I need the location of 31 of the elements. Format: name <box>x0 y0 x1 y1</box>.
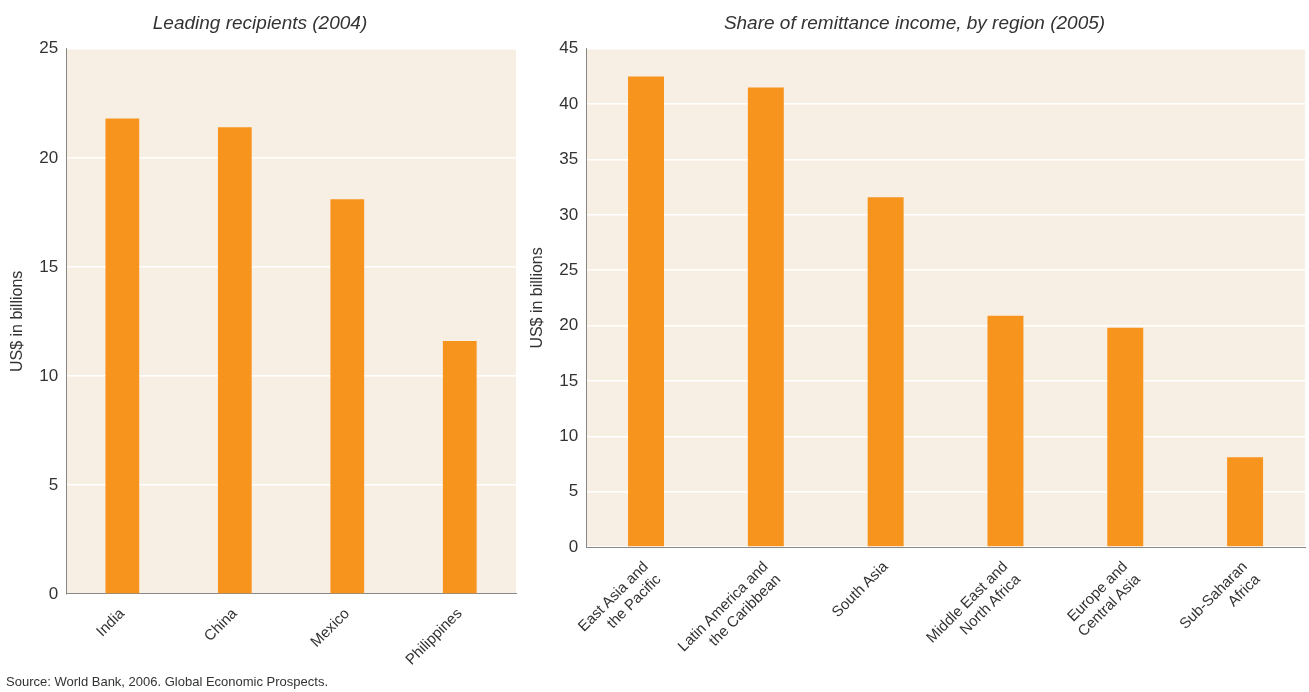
source-note: Source: World Bank, 2006. Global Economic Prospects. <box>6 674 329 689</box>
bar <box>217 127 252 594</box>
y-axis-title: US$ in billions <box>528 247 546 349</box>
y-axis-title: US$ in billions <box>8 270 26 373</box>
bar <box>867 197 904 547</box>
bar <box>747 87 784 547</box>
y-tick-label: 5 <box>568 481 579 501</box>
y-tick-label: 10 <box>559 426 579 446</box>
bar <box>1107 327 1144 547</box>
y-tick-label: 15 <box>39 256 59 276</box>
bar <box>1227 457 1264 547</box>
y-tick-label: 0 <box>48 583 59 603</box>
bar <box>442 341 477 594</box>
chart-title: Leading recipients (2004) <box>152 11 368 33</box>
y-tick-label: 10 <box>39 365 59 385</box>
y-tick-label: 25 <box>39 38 59 58</box>
chart-title: Share of remittance income, by region (2005) <box>723 11 1106 33</box>
y-tick-label: 15 <box>559 370 579 390</box>
bar <box>330 199 365 594</box>
y-tick-label: 5 <box>48 474 59 494</box>
bar <box>628 76 664 547</box>
y-tick-label: 20 <box>559 315 579 335</box>
bar <box>105 118 140 594</box>
y-tick-label: 40 <box>559 93 579 113</box>
y-tick-label: 20 <box>39 147 59 167</box>
y-tick-label: 30 <box>559 204 579 224</box>
y-tick-label: 25 <box>559 259 579 279</box>
bar <box>987 315 1024 547</box>
y-tick-label: 0 <box>568 536 579 556</box>
y-tick-label: 45 <box>559 38 579 58</box>
y-tick-label: 35 <box>559 149 579 169</box>
